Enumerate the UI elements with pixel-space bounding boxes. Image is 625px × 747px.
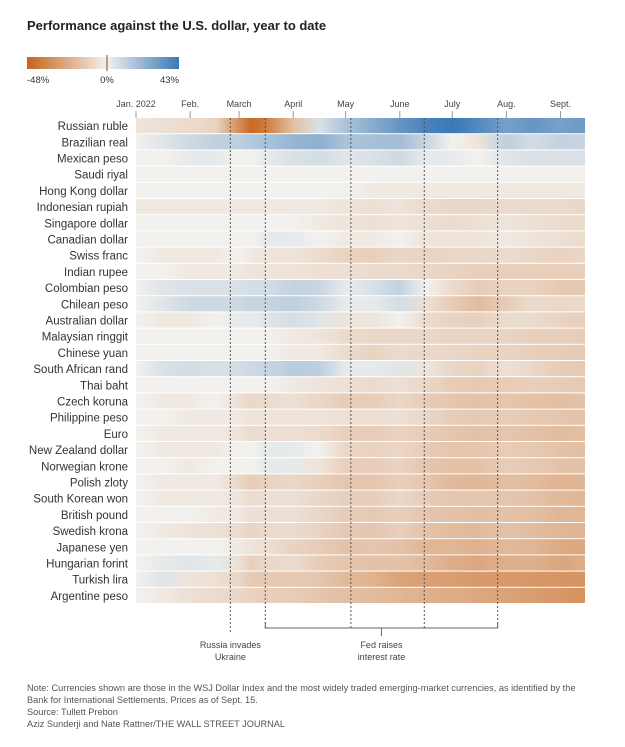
legend-color-bar (27, 57, 179, 69)
row-label: British pound (61, 510, 128, 522)
x-tick-label: May (337, 99, 355, 109)
row-label: Euro (104, 429, 128, 441)
x-tick-label: April (284, 99, 302, 109)
credit-text: Aziz Sunderji and Nate Rattner/THE WALL … (27, 719, 286, 729)
row-label: Saudi riyal (74, 170, 128, 182)
row-label: Canadian dollar (47, 235, 128, 247)
heatmap-row (136, 263, 585, 279)
fed-hike-bracket (264, 622, 499, 629)
row-label: Czech koruna (57, 397, 129, 409)
heatmap-row (136, 328, 585, 344)
row-label: Indian rupee (64, 267, 128, 279)
row-label: South African rand (33, 364, 128, 376)
legend-max-label: 43% (160, 75, 180, 86)
row-label: Russian ruble (58, 121, 128, 133)
row-label: Swedish krona (53, 526, 129, 538)
heatmap-row (136, 458, 585, 474)
color-legend: -48% 0% 43% (27, 55, 180, 86)
row-label: Chilean peso (61, 299, 128, 311)
heatmap-row (136, 166, 585, 182)
heatmap-row (136, 393, 585, 409)
x-tick-label: July (444, 99, 461, 109)
heatmap-row (136, 409, 585, 425)
chart-title: Performance against the U.S. dollar, yea… (27, 18, 327, 33)
invasion-label: Ukraine (215, 652, 246, 662)
row-label: Mexican peso (57, 154, 128, 166)
heatmap-row (136, 361, 585, 377)
row-label: Australian dollar (46, 316, 129, 328)
x-tick-label: June (390, 99, 410, 109)
heatmap-row (136, 182, 585, 198)
heatmap-row (136, 280, 585, 296)
row-label: Norwegian krone (41, 461, 128, 473)
x-tick-label: March (227, 99, 252, 109)
legend-mid-label: 0% (100, 75, 114, 86)
row-label: New Zealand dollar (29, 445, 128, 457)
heatmap-rows (136, 118, 585, 603)
x-axis: Jan. 2022 Feb. March April May June July Aug. Se… (116, 99, 571, 118)
row-label: Argentine peso (51, 591, 128, 603)
note-text: Note: Currencies shown are those in the … (27, 683, 576, 705)
x-tick-label: Aug. (497, 99, 516, 109)
row-label: Turkish lira (72, 575, 128, 587)
row-label: Indonesian rupiah (37, 202, 128, 214)
heatmap-row (136, 215, 585, 231)
row-label: Brazilian real (62, 137, 128, 149)
heatmap-row (136, 231, 585, 247)
heatmap-row (136, 312, 585, 328)
heatmap-row (136, 555, 585, 571)
heatmap-row (136, 150, 585, 166)
heatmap-row (136, 442, 585, 458)
invasion-label: Russia invades (200, 640, 262, 650)
source-text: Source: Tullett Prebon (27, 707, 118, 717)
heatmap-row (136, 523, 585, 539)
heatmap-row (136, 199, 585, 215)
heatmap-row (136, 539, 585, 555)
row-label: Polish zloty (70, 478, 128, 490)
row-label: Philippine peso (50, 413, 128, 425)
heatmap-row (136, 571, 585, 587)
heatmap-row (136, 425, 585, 441)
heatmap-row (136, 344, 585, 360)
heatmap-row (136, 377, 585, 393)
chart-notes: Note: Currencies shown are those in the … (27, 682, 597, 730)
event-annotations: Russia invades Ukraine Fed raises interest … (200, 118, 499, 662)
legend-min-label: -48% (27, 75, 50, 86)
heatmap-row (136, 474, 585, 490)
heatmap-row (136, 587, 585, 603)
heatmap-row (136, 490, 585, 506)
heatmap-row (136, 247, 585, 263)
x-tick-label: Feb. (181, 99, 199, 109)
row-label: Hong Kong dollar (39, 186, 128, 198)
heatmap-row (136, 118, 585, 134)
row-label: Chinese yuan (58, 348, 128, 360)
x-tick-label: Sept. (550, 99, 571, 109)
fed-hike-label: Fed raises (360, 640, 403, 650)
fed-hike-label: interest rate (358, 652, 406, 662)
row-label: Colombian peso (45, 283, 128, 295)
row-label: Singapore dollar (44, 218, 128, 230)
heatmap-row (136, 134, 585, 150)
row-label: South Korean won (33, 494, 128, 506)
heatmap-row (136, 506, 585, 522)
x-tick-label: Jan. 2022 (116, 99, 156, 109)
row-label: Thai baht (80, 380, 129, 392)
heatmap-row (136, 296, 585, 312)
row-label: Japanese yen (56, 542, 128, 554)
row-label: Malaysian ringgit (42, 332, 129, 344)
row-label: Hungarian forint (46, 559, 129, 571)
heatmap-chart: -48% 0% 43% Jan. 2022 Feb. March April May Ju… (27, 55, 585, 662)
row-labels: Russian ruble Brazilian real Mexican peso S… (29, 121, 129, 603)
row-label: Swiss franc (69, 251, 128, 263)
